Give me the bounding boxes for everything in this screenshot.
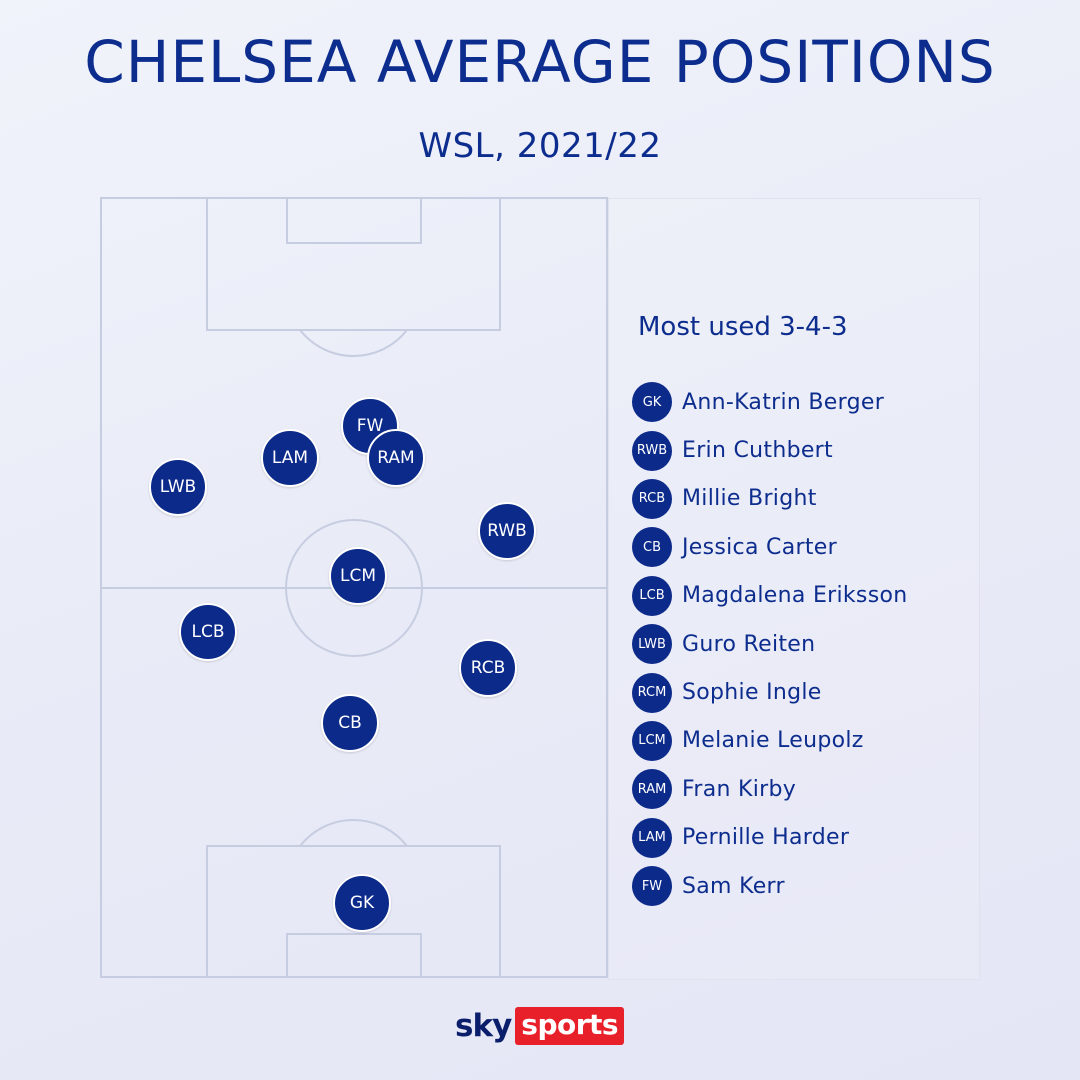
- player-name: Magdalena Eriksson: [682, 583, 908, 609]
- roster-item: RCB Millie Bright: [632, 475, 907, 523]
- player-marker-gk: GK: [333, 874, 391, 932]
- football-pitch: [100, 197, 610, 980]
- formation-label: Most used 3-4-3: [638, 312, 848, 342]
- top-penalty-arc: [299, 329, 408, 358]
- sky-sports-logo: sky sports: [455, 1006, 625, 1046]
- position-badge: RAM: [632, 769, 672, 810]
- position-badge: CB: [632, 527, 672, 568]
- centre-circle: [285, 519, 423, 657]
- roster-item: GK Ann-Katrin Berger: [632, 378, 907, 426]
- player-marker-lcb: LCB: [179, 603, 237, 661]
- roster-item: RAM Fran Kirby: [632, 765, 907, 813]
- position-badge: GK: [632, 382, 672, 423]
- bottom-six-yard-box: [286, 933, 422, 978]
- roster-item: RCM Sophie Ingle: [632, 668, 907, 716]
- position-badge: LWB: [632, 624, 672, 665]
- player-name: Sam Kerr: [682, 873, 785, 899]
- roster-item: LCM Melanie Leupolz: [632, 717, 907, 765]
- player-marker-rwb: RWB: [478, 502, 536, 560]
- player-roster: GK Ann-Katrin Berger RWB Erin Cuthbert RCB Mi…: [632, 378, 907, 910]
- player-marker-lwb: LWB: [149, 458, 207, 516]
- player-name: Fran Kirby: [682, 776, 797, 802]
- position-badge: RCM: [632, 672, 672, 713]
- logo-sky-text: sky: [455, 1008, 512, 1044]
- player-marker-rcb: RCB: [459, 639, 517, 697]
- bottom-penalty-arc: [299, 818, 408, 847]
- player-name: Sophie Ingle: [682, 680, 822, 706]
- player-name: Jessica Carter: [682, 534, 837, 560]
- page-title: CHELSEA AVERAGE POSITIONS: [84, 28, 996, 96]
- roster-item: LWB Guro Reiten: [632, 620, 907, 668]
- roster-item: CB Jessica Carter: [632, 523, 907, 571]
- player-name: Pernille Harder: [682, 825, 850, 851]
- roster-item: LAM Pernille Harder: [632, 814, 907, 862]
- player-name: Millie Bright: [682, 486, 817, 512]
- player-name: Melanie Leupolz: [682, 728, 864, 754]
- position-badge: RCB: [632, 478, 672, 519]
- player-marker-cb: CB: [321, 694, 379, 752]
- roster-item: RWB Erin Cuthbert: [632, 426, 907, 474]
- pitch-lines: [100, 197, 608, 978]
- logo-sports-text: sports: [515, 1007, 625, 1045]
- position-badge: LCM: [632, 720, 672, 761]
- player-name: Ann-Katrin Berger: [682, 389, 885, 415]
- top-six-yard-box: [286, 197, 422, 244]
- player-name: Guro Reiten: [682, 631, 816, 657]
- player-marker-lcm: LCM: [329, 547, 387, 605]
- position-badge: LCB: [632, 575, 672, 616]
- player-marker-lam: LAM: [261, 429, 319, 487]
- player-marker-ram: RAM: [367, 429, 425, 487]
- position-badge: FW: [632, 866, 672, 907]
- player-name: Erin Cuthbert: [682, 438, 833, 464]
- position-badge: RWB: [632, 430, 672, 471]
- roster-item: FW Sam Kerr: [632, 862, 907, 910]
- position-badge: LAM: [632, 817, 672, 858]
- page-subtitle: WSL, 2021/22: [418, 126, 662, 166]
- roster-item: LCB Magdalena Eriksson: [632, 572, 907, 620]
- top-penalty-box: [206, 197, 501, 331]
